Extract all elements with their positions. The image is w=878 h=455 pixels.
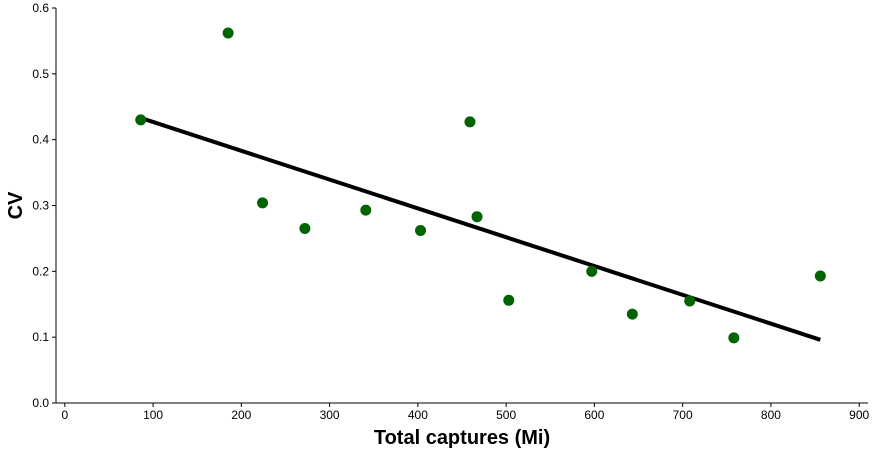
trend-line <box>140 116 821 342</box>
data-point <box>464 116 476 128</box>
y-tick-label: 0.4 <box>32 133 49 147</box>
x-tick-label: 800 <box>761 408 781 422</box>
y-tick-label: 0.3 <box>32 199 49 213</box>
data-point <box>360 204 372 216</box>
data-point <box>684 295 696 307</box>
data-point <box>586 265 598 277</box>
y-tick-label: 0.6 <box>32 1 49 15</box>
x-axis-ticks: 0 100 200 300 400 500 600 700 800 900 <box>61 403 870 422</box>
x-tick-label: 900 <box>849 408 869 422</box>
data-point <box>503 294 515 306</box>
y-tick-label: 0.5 <box>32 67 49 81</box>
y-tick-label: 0.1 <box>32 330 49 344</box>
y-tick-label: 0.2 <box>32 264 49 278</box>
x-tick-label: 0 <box>61 408 68 422</box>
data-point <box>135 114 147 126</box>
data-point <box>471 211 483 223</box>
x-tick-label: 100 <box>143 408 163 422</box>
data-point <box>728 332 740 344</box>
x-tick-label: 700 <box>673 408 693 422</box>
x-tick-label: 600 <box>584 408 604 422</box>
data-point <box>626 308 638 320</box>
data-point <box>299 223 311 235</box>
y-axis-title: CV <box>5 191 27 219</box>
x-tick-label: 500 <box>496 408 516 422</box>
data-points <box>135 27 826 344</box>
x-tick-label: 300 <box>320 408 340 422</box>
x-tick-label: 400 <box>408 408 428 422</box>
data-point <box>415 225 427 237</box>
data-point <box>814 270 826 282</box>
x-tick-label: 200 <box>231 408 251 422</box>
data-point <box>222 27 234 39</box>
data-point <box>257 197 269 209</box>
y-axis-ticks: 0.0 0.1 0.2 0.3 0.4 0.5 0.6 <box>32 1 56 410</box>
trend-line-group <box>140 116 821 342</box>
y-tick-label: 0.0 <box>32 396 49 410</box>
x-axis-title: Total captures (Mi) <box>374 427 550 449</box>
